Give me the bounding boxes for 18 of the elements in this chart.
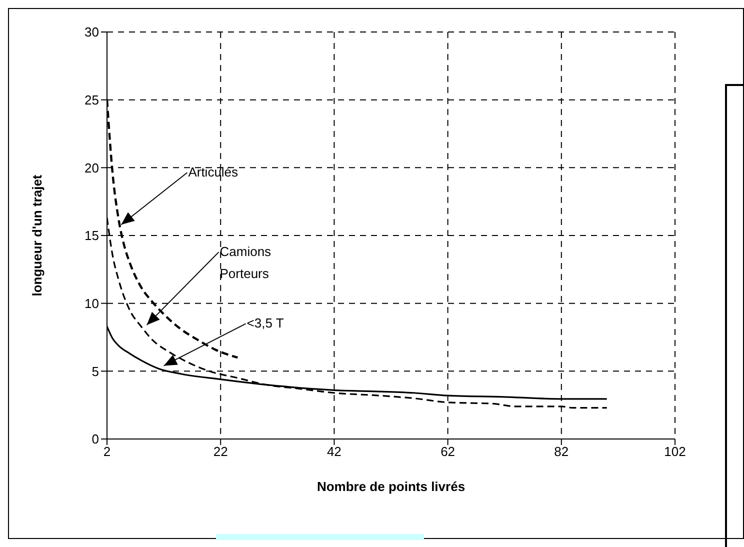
- x-tick-label: 22: [213, 444, 228, 460]
- y-tick-label: 10: [84, 296, 99, 311]
- x-tick-label: 42: [326, 444, 342, 460]
- y-tick-label: 5: [92, 364, 99, 379]
- x-tick-label: 102: [664, 444, 686, 460]
- x-tick-label: 2: [103, 444, 111, 460]
- y-axis-title: longueur d'un trajet: [30, 174, 45, 296]
- x-tick-label: 62: [440, 444, 456, 460]
- annotation: <3,5 T: [246, 316, 284, 331]
- y-tick-label: 20: [84, 160, 99, 176]
- x-axis-title: Nombre de points livrés: [316, 479, 466, 494]
- x-tick-label: 82: [554, 444, 569, 460]
- y-tick-label: 0: [92, 432, 99, 447]
- y-tick-label: 15: [84, 228, 99, 244]
- y-tick-label: 30: [84, 24, 99, 40]
- annotation: Camions Porteurs: [220, 244, 272, 282]
- annotation: Articulés: [188, 164, 239, 180]
- y-tick-label: 25: [84, 92, 99, 108]
